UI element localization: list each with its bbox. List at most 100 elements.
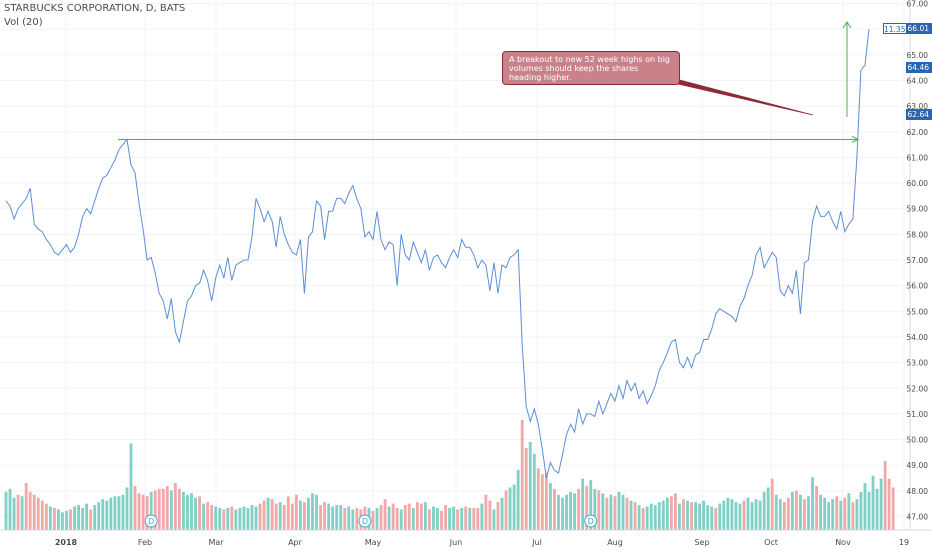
volume-bar <box>835 496 839 530</box>
y-tick-label: 52.00 <box>907 384 929 393</box>
volume-bar <box>319 505 322 530</box>
volume-bar <box>722 500 726 530</box>
volume-bar <box>444 505 447 530</box>
volume-bar <box>97 502 101 530</box>
volume-bar <box>24 483 28 530</box>
volume-bar <box>230 506 234 530</box>
dividend-marker[interactable] <box>584 514 598 528</box>
volume-bar <box>286 496 290 530</box>
volume-bar <box>661 500 665 530</box>
volume-bar <box>403 505 407 530</box>
y-tick-label: 55.00 <box>907 307 929 316</box>
volume-bar <box>36 497 40 530</box>
volume-bar <box>65 510 68 530</box>
volume-bar <box>355 508 359 530</box>
volume-bar <box>742 500 746 530</box>
volume-bar <box>133 486 137 530</box>
volume-bar <box>561 497 564 530</box>
volume-bar <box>758 500 762 530</box>
volume-bar <box>553 488 556 530</box>
volume-bar <box>778 499 782 530</box>
volume-bar <box>649 503 653 530</box>
x-tick-label: Feb <box>138 538 152 547</box>
volume-bar <box>210 505 214 530</box>
volume-bar <box>452 506 456 530</box>
volume-bar <box>290 503 294 530</box>
volume-bar <box>702 500 706 530</box>
volume-bar <box>540 474 544 530</box>
volume-bar <box>859 491 863 530</box>
volume-bar <box>674 493 677 530</box>
volume-bar <box>851 502 855 530</box>
volume-bar <box>40 500 44 530</box>
annotation-callout[interactable]: A breakout to new 52 week highs on big v… <box>502 51 680 85</box>
volume-bar <box>161 488 165 530</box>
volume-bar <box>863 483 867 530</box>
x-tick-label: Jul <box>531 538 542 547</box>
volume-bar <box>383 499 387 530</box>
resistance-arrow-head <box>851 135 860 143</box>
volume-bar <box>436 508 439 530</box>
volume-bar <box>726 497 730 530</box>
y-tick-label: 58.00 <box>907 230 929 239</box>
volume-bar <box>549 483 552 530</box>
volume-bar <box>508 487 512 530</box>
volume-bar <box>609 494 613 530</box>
volume-bar <box>419 503 423 530</box>
volume-bar <box>520 420 524 530</box>
volume-bar <box>282 505 286 530</box>
volume-bar <box>645 506 649 530</box>
volume-bar <box>819 494 823 530</box>
volume-bar <box>774 494 778 530</box>
volume-bar <box>117 496 121 530</box>
volume-bar <box>629 500 633 530</box>
y-tick-label: 53.00 <box>907 359 929 368</box>
volume-bar <box>57 509 60 530</box>
volume-bar <box>827 502 831 530</box>
volume-bar <box>476 508 480 530</box>
volume-bar <box>428 509 431 530</box>
volume-bar <box>323 502 326 530</box>
volume-bar <box>597 490 601 530</box>
volume-bar <box>169 490 173 530</box>
time-axis[interactable]: 2018 Feb Mar Apr May Jun Jul Aug Sep Oct Nov 19 <box>0 529 932 547</box>
price-axis[interactable]: 47.00 48.00 49.00 50.00 51.00 52.00 53.00 54.00… <box>907 0 929 530</box>
x-tick-label: Sep <box>694 538 709 547</box>
volume-bar <box>766 487 770 530</box>
y-tick-label: 60.00 <box>907 179 929 188</box>
x-tick-label: 2018 <box>55 538 78 547</box>
volume-bar <box>250 505 254 530</box>
volume-bar <box>93 505 97 530</box>
volume-bar <box>379 505 383 530</box>
volume-bar <box>710 506 714 530</box>
volume-bar <box>492 509 496 530</box>
volume-bar <box>125 487 129 530</box>
volume-bar <box>472 508 476 530</box>
volume-bar <box>194 497 197 530</box>
y-tick-label: 61.00 <box>907 153 929 162</box>
volume-bar <box>516 469 520 530</box>
volume-bar <box>557 494 560 530</box>
volume-bar <box>423 502 427 530</box>
dividend-marker[interactable] <box>144 514 158 528</box>
volume-bar <box>690 502 693 530</box>
volume-bar <box>157 488 161 530</box>
volume-bar <box>335 505 339 530</box>
volume-bar <box>464 506 468 530</box>
volume-bar <box>528 442 532 530</box>
volume-bar <box>129 443 133 530</box>
y-tick-label: 47.00 <box>907 513 929 522</box>
price-level-badge-2: 62.64 <box>905 109 932 120</box>
volume-bar <box>327 503 331 530</box>
volume-bar <box>625 497 629 530</box>
dividend-marker[interactable] <box>358 514 372 528</box>
volume-bar <box>234 509 238 530</box>
price-level-badge-1: 64.46 <box>905 62 932 73</box>
volume-bar <box>77 505 81 530</box>
volume-bar <box>657 502 661 530</box>
volume-bar <box>867 491 871 530</box>
volume-bar <box>432 506 435 530</box>
volume-bar <box>883 461 887 530</box>
volume-bar <box>589 480 593 530</box>
